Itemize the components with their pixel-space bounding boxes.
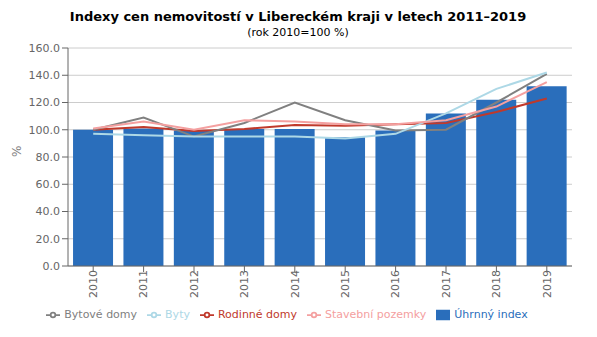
- html-text:Bytové domy: Bytové domy: [64, 308, 138, 321]
- svg-text:80.0: 80.0: [36, 151, 61, 164]
- html-text:Stavební pozemky: Stavební pozemky: [325, 308, 427, 321]
- html-text:Rodinné domy: Rodinné domy: [218, 308, 297, 321]
- svg-text:20.0: 20.0: [36, 233, 61, 246]
- svg-text:100.0: 100.0: [29, 124, 61, 137]
- svg-text:2014: 2014: [289, 270, 302, 298]
- svg-text:2010: 2010: [87, 270, 100, 298]
- html-text:Úhrnný index: Úhrnný index: [454, 308, 528, 321]
- svg-text:2017: 2017: [440, 270, 453, 298]
- svg-text:2016: 2016: [389, 270, 402, 298]
- svg-text:140.0: 140.0: [29, 69, 61, 82]
- svg-text:2015: 2015: [339, 270, 352, 298]
- html-text:(rok 2010=100 %): (rok 2010=100 %): [247, 26, 349, 39]
- svg-text:120.0: 120.0: [29, 96, 61, 109]
- svg-text:160.0: 160.0: [29, 42, 61, 55]
- html-text:Byty: Byty: [165, 308, 190, 321]
- html-text:Indexy cen nemovitostí v Liber: Indexy cen nemovitostí v Libereckém kraj…: [69, 9, 527, 24]
- svg-text:2013: 2013: [238, 270, 251, 298]
- svg-text:2018: 2018: [490, 270, 503, 298]
- svg-text:2012: 2012: [188, 270, 201, 298]
- svg-text:40.0: 40.0: [36, 205, 61, 218]
- svg-text:0.0: 0.0: [43, 260, 61, 273]
- svg-text:2019: 2019: [541, 270, 554, 298]
- svg-text:%: %: [10, 146, 24, 157]
- svg-text:60.0: 60.0: [36, 178, 61, 191]
- svg-text:2011: 2011: [137, 270, 150, 298]
